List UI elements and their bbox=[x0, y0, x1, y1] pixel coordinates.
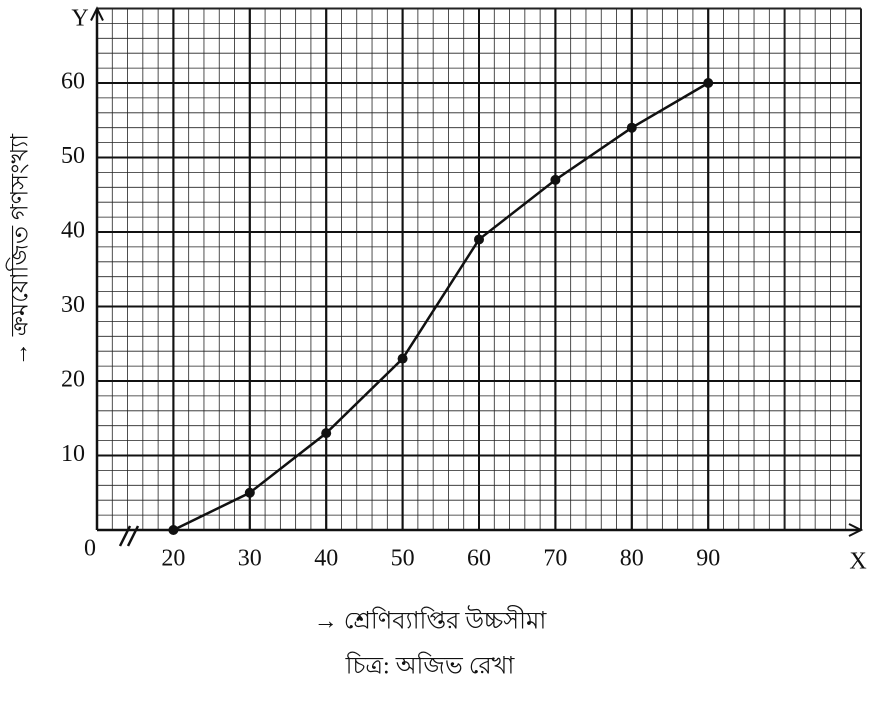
data-point bbox=[550, 174, 561, 185]
y-tick-label: 30 bbox=[61, 292, 85, 318]
x-tick-label: 60 bbox=[467, 546, 491, 572]
y-tick-label: 20 bbox=[61, 367, 85, 393]
caption: চিত্র: অজিভ রেখা bbox=[345, 652, 516, 680]
y-tick-label: 60 bbox=[61, 69, 85, 95]
data-point bbox=[474, 234, 484, 245]
x-axis-label: → শ্রেণিব্যাপ্তির উচ্চসীমা bbox=[314, 606, 548, 635]
y-axis-label: → ক্রমযোজিত গণসংখ্যা bbox=[6, 133, 34, 366]
data-point bbox=[168, 525, 179, 535]
x-tick-label: 50 bbox=[391, 546, 415, 572]
x-axis-letter: X bbox=[849, 549, 866, 575]
ogive-line bbox=[172, 81, 709, 532]
y-tick-label: 50 bbox=[61, 143, 85, 169]
origin-label: 0 bbox=[84, 536, 96, 562]
x-tick-label: 80 bbox=[620, 546, 644, 572]
y-axis-letter: Y bbox=[71, 6, 88, 32]
x-axis-arrow bbox=[848, 523, 864, 537]
x-tick-label: 20 bbox=[161, 546, 185, 572]
y-tick-label: 40 bbox=[61, 218, 85, 244]
data-point bbox=[321, 428, 332, 439]
data-point bbox=[244, 487, 255, 498]
y-tick-label: 10 bbox=[61, 441, 85, 467]
data-point bbox=[703, 78, 714, 88]
x-tick-label: 40 bbox=[314, 546, 338, 572]
x-tick-label: 90 bbox=[696, 546, 720, 572]
data-point bbox=[397, 353, 408, 364]
x-tick-label: 70 bbox=[543, 546, 567, 572]
data-point bbox=[626, 122, 637, 133]
y-axis-arrow bbox=[90, 6, 104, 21]
x-tick-label: 30 bbox=[238, 546, 262, 572]
